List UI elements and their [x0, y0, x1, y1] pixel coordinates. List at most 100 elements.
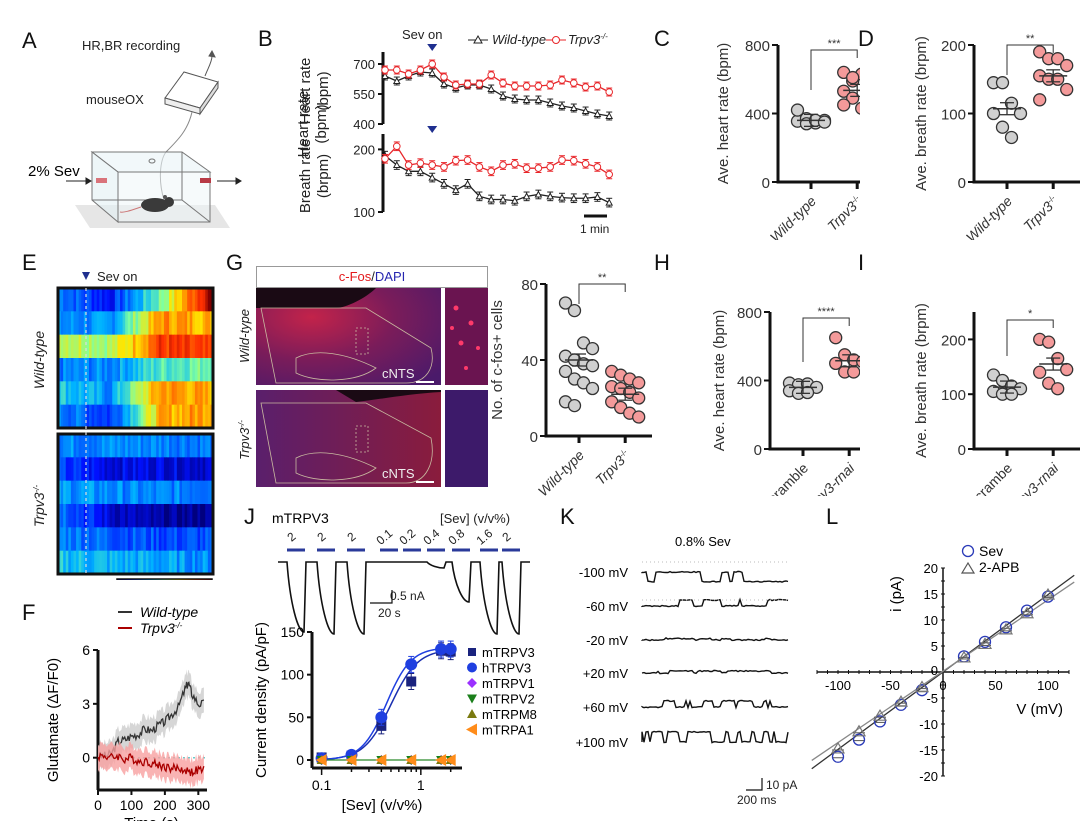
heatmap-cell: [202, 288, 206, 312]
panel-label-c: C: [654, 26, 670, 51]
heatmap-cell: [158, 404, 162, 429]
voltage-label: +60 mV: [583, 700, 628, 715]
heatmap-cell: [166, 457, 170, 482]
data-point: [452, 156, 460, 165]
panel-g-chart: 0 40 80 No. of c-fos+ cells Wild-type Trpv3-/…: [489, 272, 652, 496]
heatmap-cell: [78, 550, 82, 575]
heatmap-cell: [145, 504, 149, 528]
heatmap-cell: [148, 434, 152, 458]
heatmap-cell: [166, 404, 170, 429]
heatmap-cell: [151, 457, 154, 482]
heatmap-cell: [83, 527, 87, 552]
heatmap-cell: [166, 334, 170, 359]
heatmap-cell: [163, 334, 167, 359]
heatmap-cell: [151, 550, 154, 575]
heatmap-cell: [107, 381, 111, 406]
heatmap-cell: [96, 550, 100, 575]
heatmap-cell: [140, 480, 144, 505]
heatmap-cell: [63, 434, 67, 458]
data-point: [914, 680, 930, 693]
heatmap-cell: [96, 381, 100, 406]
heatmap-cell: [192, 504, 196, 528]
heatmap-cell: [169, 381, 173, 406]
heatmap-cell: [73, 504, 77, 528]
y-tick-label: 3: [82, 696, 90, 712]
heatmap-cell: [148, 334, 152, 359]
concentration-label: 1.6: [474, 526, 496, 548]
heatmap-cell: [120, 381, 123, 406]
heatmap-cell: [174, 457, 178, 482]
data-point: [570, 156, 578, 165]
heatmap-cell: [125, 288, 129, 312]
heatmap-cell: [125, 311, 129, 336]
heatmap-cell: [189, 334, 193, 359]
y-axis-label: i (pA): [888, 576, 905, 612]
heatmap-cell: [184, 381, 188, 406]
heatmap-cell: [101, 381, 105, 406]
y-tick-label: 0: [530, 429, 538, 446]
heatmap-cell: [166, 288, 170, 312]
heatmap-cell: [161, 311, 165, 336]
heatmap-cell: [99, 404, 103, 429]
legend: Wild-type Trpv3-/-: [468, 32, 608, 47]
heatmap-cell: [163, 457, 167, 482]
x-axis-label: Time (s): [124, 815, 178, 821]
heatmap-cell: [127, 527, 131, 552]
heatmap-cell: [78, 381, 82, 406]
heatmap-cell: [114, 358, 118, 382]
heatmap-cell: [179, 311, 183, 336]
heatmap-cell: [114, 404, 118, 429]
heatmap-cell: [68, 550, 72, 575]
heatmap-cell: [70, 288, 74, 312]
data-point: [315, 754, 327, 766]
heatmap-cell: [107, 457, 111, 482]
data-point: [846, 70, 860, 85]
data-point: [986, 106, 1001, 121]
heatmap-cell: [81, 480, 85, 505]
heatmap-cell: [94, 311, 98, 336]
data-point: [585, 341, 600, 356]
data-point: [510, 196, 519, 204]
trpv3-image: [256, 390, 441, 487]
heatmap-cell: [138, 381, 142, 406]
heatmap-cell: [117, 527, 121, 552]
heatmap-cell: [78, 457, 82, 482]
heatmap-cell: [163, 550, 167, 575]
panel-label-b: B: [258, 26, 273, 51]
heatmap-cell: [101, 504, 105, 528]
heatmap-cell: [65, 504, 69, 528]
data-point: [873, 715, 887, 728]
concentration-label: 2: [344, 529, 358, 544]
heatmap-cell: [207, 550, 211, 575]
heatmap-cell: [187, 550, 191, 575]
heatmap-cell: [132, 311, 136, 336]
heatmap-cell: [99, 550, 103, 575]
heatmap-cell: [161, 288, 165, 312]
heatmap-cell: [151, 381, 154, 406]
e-wild-type-label: Wild-type: [31, 331, 47, 389]
data-point: [1042, 335, 1056, 349]
heatmap-cell: [148, 527, 152, 552]
heatmap-cell: [65, 358, 69, 382]
data-point: [404, 167, 413, 175]
data-point: [522, 164, 531, 172]
heatmap-cell: [187, 404, 191, 429]
heatmap-cell: [200, 457, 204, 482]
heatmap-cell: [73, 288, 77, 312]
data-point: [558, 296, 573, 310]
heatmap-cell: [109, 311, 113, 336]
heatmap-cell: [101, 527, 105, 552]
heatmap-cell: [91, 404, 95, 429]
heatmap-cell: [174, 434, 178, 458]
data-point: [487, 195, 496, 203]
heatmap-cell: [73, 480, 77, 505]
heatmap-cell: [161, 480, 165, 505]
heatmap-cell: [132, 404, 136, 429]
heatmap-cell: [101, 457, 105, 482]
heatmap-cell: [117, 480, 121, 505]
heatmap-cell: [187, 480, 191, 505]
data-point: [581, 159, 590, 168]
y-tick-label: 0: [754, 442, 762, 459]
heatmap-cell: [145, 527, 149, 552]
heatmap-cell: [78, 311, 82, 336]
